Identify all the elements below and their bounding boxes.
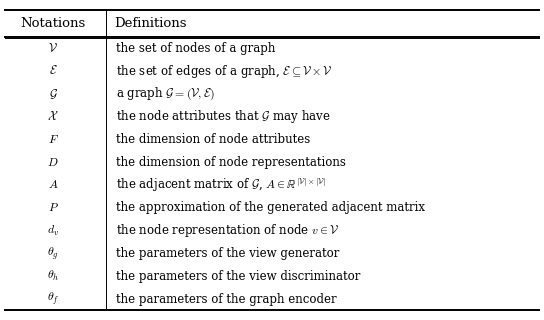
Text: $F$: $F$ [48,133,58,146]
Text: the dimension of node attributes: the dimension of node attributes [116,133,310,146]
Text: $\mathcal{G}$: $\mathcal{G}$ [48,87,58,101]
Text: the node representation of node $v \in \mathcal{V}$: the node representation of node $v \in \… [116,222,339,239]
Text: $\theta_g$: $\theta_g$ [47,245,59,262]
Text: the parameters of the graph encoder: the parameters of the graph encoder [116,292,337,306]
Text: the parameters of the view discriminator: the parameters of the view discriminator [116,270,360,283]
Text: Definitions: Definitions [114,17,187,30]
Text: the dimension of node representations: the dimension of node representations [116,156,346,169]
Text: $\mathcal{E}$: $\mathcal{E}$ [49,65,57,77]
Text: $\theta_h$: $\theta_h$ [47,269,59,283]
Text: $D$: $D$ [47,156,59,169]
Text: $P$: $P$ [48,201,58,214]
Text: the parameters of the view generator: the parameters of the view generator [116,247,339,260]
Text: $A$: $A$ [48,179,58,191]
Text: a graph $\mathcal{G} = (\mathcal{V}, \mathcal{E})$: a graph $\mathcal{G} = (\mathcal{V}, \ma… [116,86,215,102]
Text: $d_v$: $d_v$ [47,224,59,238]
Text: the node attributes that $\mathcal{G}$ may have: the node attributes that $\mathcal{G}$ m… [116,108,331,125]
Text: the set of edges of a graph, $\mathcal{E} \subseteq \mathcal{V} \times \mathcal{: the set of edges of a graph, $\mathcal{E… [116,62,333,79]
Text: $\theta_f$: $\theta_f$ [47,291,59,307]
Text: $\mathcal{V}$: $\mathcal{V}$ [48,42,58,55]
Text: the set of nodes of a graph: the set of nodes of a graph [116,42,275,55]
Text: $\mathcal{X}$: $\mathcal{X}$ [47,110,59,123]
Text: the approximation of the generated adjacent matrix: the approximation of the generated adjac… [116,201,425,214]
Text: the adjacent matrix of $\mathcal{G}$, $A \in \mathbb{R}^{|\mathcal{V}|\times|\ma: the adjacent matrix of $\mathcal{G}$, $A… [116,176,326,194]
Text: Notations: Notations [21,17,85,30]
